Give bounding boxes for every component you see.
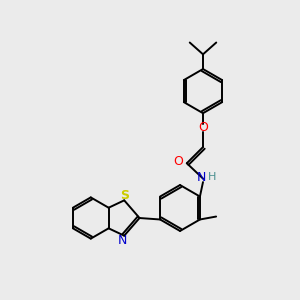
- Text: N: N: [118, 235, 128, 248]
- Text: S: S: [120, 189, 129, 203]
- Text: O: O: [198, 122, 208, 134]
- Text: H: H: [208, 172, 216, 182]
- Text: N: N: [197, 172, 206, 184]
- Text: O: O: [173, 155, 183, 168]
